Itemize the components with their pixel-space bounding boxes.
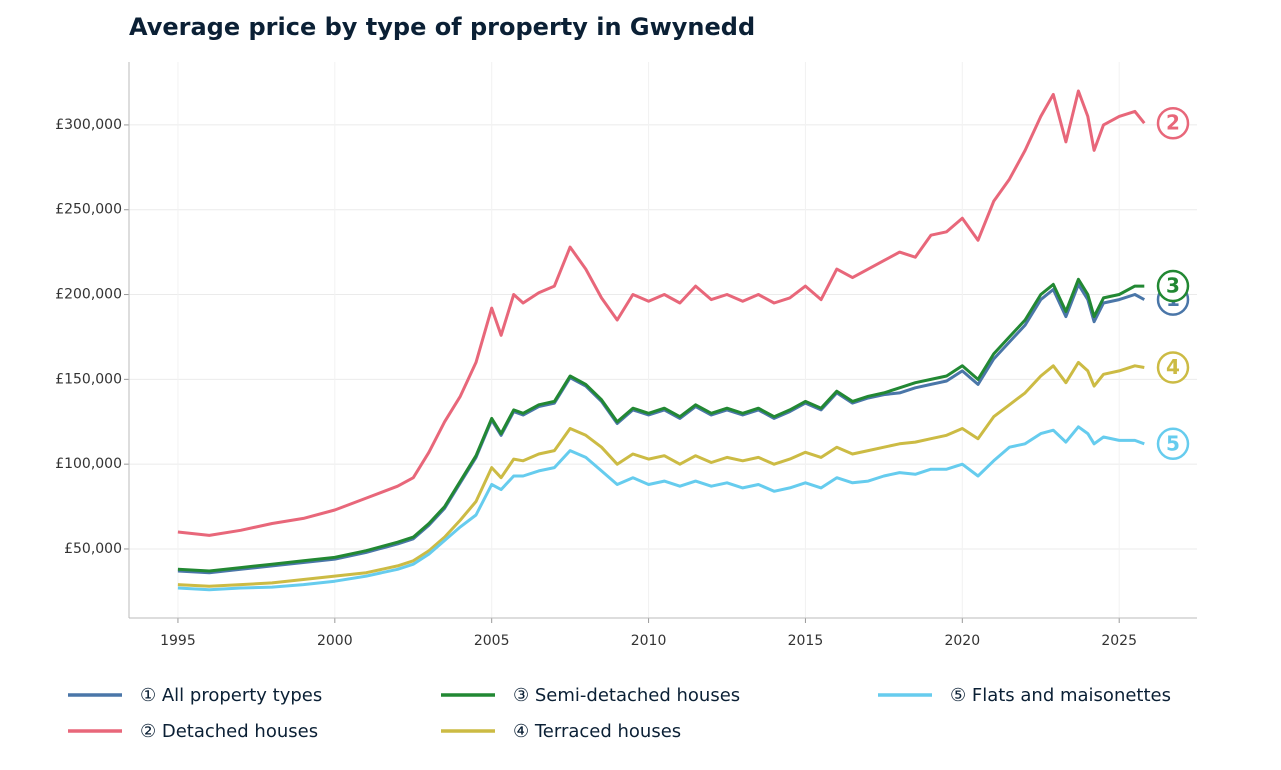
series-line	[177, 277, 1145, 573]
end-label-circle	[1156, 427, 1190, 461]
y-tick-label: £50,000	[64, 541, 122, 557]
chart-title: Average price by type of property in Gwy…	[129, 13, 755, 41]
end-label-circle	[1156, 269, 1190, 303]
x-tick-label: 2015	[788, 633, 824, 649]
end-label: 4	[1166, 355, 1180, 379]
x-tick-label: 2025	[1101, 633, 1137, 649]
y-tick-label: £200,000	[55, 287, 122, 303]
y-tick-label: £250,000	[55, 202, 122, 218]
legend-label: ④ Terraced houses	[513, 721, 681, 742]
legend-label: ⑤ Flats and maisonettes	[950, 685, 1171, 706]
x-tick-label: 2020	[944, 633, 980, 649]
y-tick-label: £300,000	[55, 117, 122, 133]
end-label: 3	[1166, 274, 1180, 298]
y-tick-label: £150,000	[55, 371, 122, 387]
x-tick-label: 2005	[474, 633, 510, 649]
x-tick-label: 2010	[631, 633, 667, 649]
series-line	[177, 89, 1146, 537]
x-tick-label: 2000	[317, 633, 353, 649]
legend-label: ② Detached houses	[140, 721, 318, 742]
series-line	[177, 425, 1145, 592]
end-label: 2	[1166, 111, 1180, 135]
legend-label: ③ Semi-detached houses	[513, 685, 740, 706]
end-label-circle	[1156, 106, 1190, 140]
series-line	[177, 282, 1146, 575]
end-label: 5	[1166, 431, 1180, 455]
legend-label: ① All property types	[140, 685, 322, 706]
end-label-circle	[1156, 351, 1190, 384]
x-tick-label: 1995	[160, 633, 196, 649]
y-tick-label: £100,000	[55, 456, 122, 472]
series-line	[177, 360, 1145, 588]
